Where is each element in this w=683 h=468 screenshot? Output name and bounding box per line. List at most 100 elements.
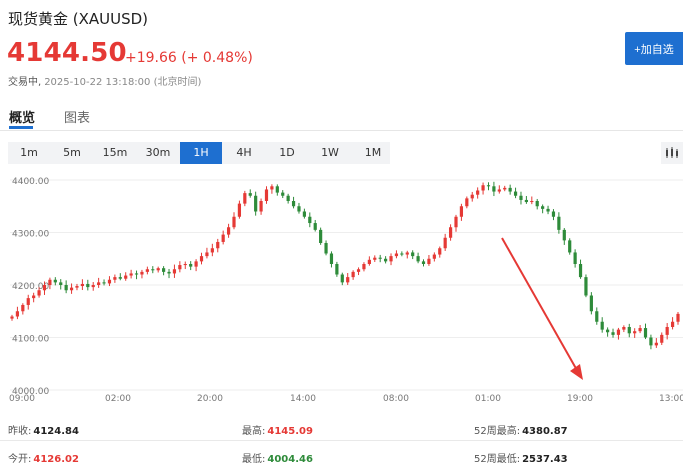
interval-1w[interactable]: 1W (321, 146, 339, 159)
x-tick-label: 20:00 (197, 394, 223, 404)
candle-body (308, 216, 312, 224)
interval-1m[interactable]: 1m (20, 146, 38, 159)
candle-body (432, 254, 436, 259)
candle-body (64, 285, 68, 291)
candle-body (48, 279, 52, 285)
candle-body (21, 304, 25, 312)
stat-high: 最高: 4145.09 (242, 426, 313, 437)
candle-body (102, 282, 106, 284)
candle-body (578, 264, 583, 278)
candle-body (551, 211, 556, 217)
candle-body (118, 277, 122, 279)
y-tick-label: 4100.00 (12, 335, 49, 345)
candle-body (346, 277, 350, 283)
candle-body (340, 274, 344, 283)
candle-body (124, 275, 128, 279)
interval-30m[interactable]: 30m (145, 146, 171, 159)
candle-body (351, 271, 355, 278)
candle-body (80, 283, 84, 287)
candle-body (216, 241, 220, 249)
candle-body (226, 227, 231, 235)
interval-4h[interactable]: 4H (236, 146, 252, 159)
candle-body (584, 277, 588, 296)
candle-body (243, 193, 247, 204)
y-tick-label: 4400.00 (12, 177, 49, 187)
interval-15m[interactable]: 15m (102, 146, 128, 159)
x-tick-label: 01:00 (475, 394, 501, 404)
candle-body (535, 201, 539, 207)
candle-body (270, 186, 274, 190)
candle-body (643, 328, 648, 338)
candle-body (86, 283, 90, 288)
candle-body (476, 190, 480, 195)
candle-body (492, 186, 496, 192)
status-time: 2025-10-22 13:18:00 (北京时间) (44, 77, 202, 88)
current-price: 4144.50 (7, 38, 127, 68)
status-label: 交易中, (8, 77, 42, 88)
candle-body (378, 257, 382, 259)
candle-body (259, 201, 263, 212)
candle-body (69, 287, 74, 291)
candle-body (302, 211, 306, 217)
candle-body (465, 198, 469, 207)
candle-body (324, 243, 328, 254)
candle-body (405, 252, 409, 255)
candle-body (113, 277, 117, 280)
candle-body (15, 311, 20, 317)
candle-body (199, 256, 204, 262)
candle-body (400, 253, 404, 255)
candle-body (183, 264, 187, 266)
candle-body (26, 298, 30, 305)
candle-body (508, 187, 512, 192)
trend-arrow-line (501, 237, 579, 373)
candle-body (97, 282, 101, 285)
stat-low: 最低: 4004.46 (242, 454, 313, 465)
candle-body (210, 248, 214, 253)
candle-body (519, 195, 523, 200)
candle-body (205, 252, 209, 257)
candle-body (172, 269, 177, 274)
x-tick-label: 08:00 (383, 394, 409, 404)
tab-bar: 概览 图表 (0, 100, 683, 131)
candle-body (313, 223, 317, 230)
interval-1m[interactable]: 1M (364, 146, 382, 159)
candle-body (438, 248, 442, 255)
candle-body (649, 337, 653, 346)
stats-row: 昨收: 4124.84 最高: 4145.09 52周最高: 4380.87 (0, 414, 683, 441)
candle-body (178, 265, 182, 270)
candle-body (616, 329, 621, 335)
candle-body (481, 185, 485, 191)
candle-body (151, 269, 155, 271)
tab-chart[interactable]: 图表 (64, 111, 91, 126)
candle-body (589, 295, 593, 312)
stat-52w-high: 52周最高: 4380.87 (474, 426, 568, 437)
candle-body (281, 192, 285, 196)
candle-type-button[interactable] (661, 142, 683, 164)
candle-body (329, 253, 334, 264)
candle-body (129, 273, 133, 276)
tab-overview[interactable]: 概览 (9, 111, 36, 126)
candle-body (75, 286, 79, 288)
candle-body (627, 327, 631, 334)
stat-prev-close: 昨收: 4124.84 (8, 426, 79, 437)
interval-5m[interactable]: 5m (63, 146, 81, 159)
interval-1h[interactable]: 1H (180, 142, 222, 164)
candle-body (530, 201, 534, 203)
candle-body (221, 234, 225, 242)
candle-body (37, 290, 41, 296)
candle-body (254, 195, 258, 212)
candle-body (286, 195, 290, 201)
candle-body (134, 273, 139, 275)
x-tick-label: 19:00 (567, 394, 593, 404)
candle-body (546, 208, 550, 212)
interval-1d[interactable]: 1D (279, 146, 295, 159)
candle-body (356, 269, 361, 272)
x-tick-label: 02:00 (105, 394, 131, 404)
candle-body (557, 216, 561, 230)
candle-body (562, 229, 566, 241)
add-watchlist-button[interactable]: +加自选 (625, 32, 683, 65)
candle-body (59, 282, 63, 285)
candle-body (654, 342, 658, 346)
candle-body (53, 279, 57, 283)
price-chart[interactable]: 4400.00 4300.00 4200.00 4100.00 4000.0009:00… (0, 168, 683, 408)
